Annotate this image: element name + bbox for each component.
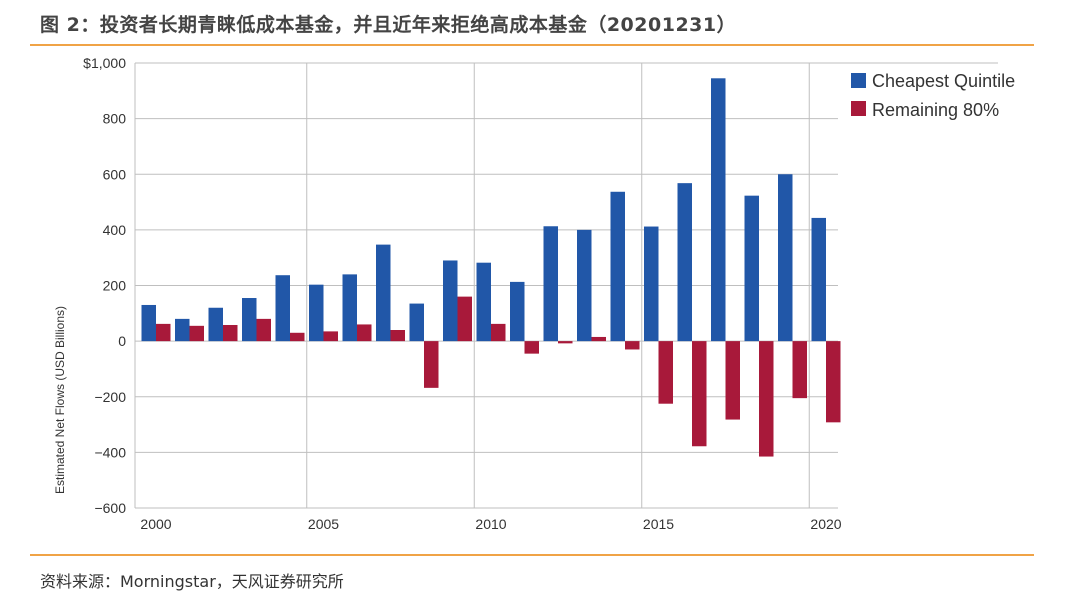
top-divider	[30, 44, 1034, 46]
bar-cheapest-2018	[744, 195, 759, 342]
legend-label-remaining: Remaining 80%	[872, 100, 999, 120]
y-tick-label: 200	[103, 278, 127, 294]
bar-cheapest-2011	[510, 281, 525, 342]
bar-remaining-2011	[524, 341, 539, 354]
bar-remaining-2008	[424, 341, 439, 388]
legend: Cheapest Quintile Remaining 80%	[851, 71, 1015, 120]
bar-cheapest-2004	[275, 275, 290, 342]
bar-remaining-2014	[625, 341, 640, 350]
bar-cheapest-2008	[409, 303, 424, 342]
x-axis-tick-labels: 2000 2005 2010 2015 2020	[140, 516, 841, 532]
bar-cheapest-2016	[677, 183, 692, 342]
bar-remaining-2002	[223, 324, 238, 342]
bar-cheapest-2003	[242, 298, 257, 342]
bar-remaining-2001	[189, 325, 204, 342]
y-tick-label: 800	[103, 111, 127, 127]
x-tick-label: 2010	[475, 516, 506, 532]
y-tick-label: −400	[94, 444, 126, 460]
source-note: 资料来源：Morningstar，天风证券研究所	[40, 572, 344, 591]
legend-swatch-remaining	[851, 101, 866, 116]
bar-remaining-2019	[792, 341, 807, 399]
bar-remaining-2006	[357, 324, 372, 342]
bar-cheapest-2005	[309, 284, 324, 342]
x-tick-label: 2000	[140, 516, 171, 532]
bar-remaining-2020	[826, 341, 841, 423]
bar-remaining-2017	[725, 341, 740, 420]
bar-remaining-2009	[457, 296, 472, 342]
bar-cheapest-2019	[778, 174, 793, 342]
y-tick-label: −200	[94, 389, 126, 405]
bar-cheapest-2015	[644, 226, 659, 342]
bar-cheapest-2010	[476, 262, 491, 342]
bar-remaining-2010	[491, 323, 506, 342]
bar-cheapest-2020	[811, 217, 826, 342]
figure-title: 图 2：投资者长期青睐低成本基金，并且近年来拒绝高成本基金（20201231）	[40, 14, 737, 36]
bar-cheapest-2006	[342, 274, 357, 342]
bar-cheapest-2007	[376, 244, 391, 342]
bar-remaining-2015	[658, 341, 673, 404]
y-tick-label: −600	[94, 500, 126, 516]
bar-cheapest-2012	[543, 226, 558, 342]
y-tick-label: $1,000	[83, 55, 126, 71]
bar-cheapest-2002	[208, 307, 223, 342]
legend-label-cheapest: Cheapest Quintile	[872, 71, 1015, 91]
bar-remaining-2000	[156, 323, 171, 342]
bar-cheapest-2001	[175, 318, 190, 342]
bar-cheapest-2000	[141, 304, 156, 342]
x-tick-label: 2020	[810, 516, 841, 532]
x-tick-label: 2015	[643, 516, 674, 532]
bar-remaining-2007	[390, 330, 405, 342]
bar-cheapest-2014	[610, 191, 625, 342]
bar-cheapest-2017	[711, 78, 726, 342]
y-tick-label: 0	[118, 333, 126, 349]
bottom-divider	[30, 554, 1034, 556]
bar-remaining-2016	[692, 341, 707, 447]
y-axis-label: Estimated Net Flows (USD Billions)	[53, 306, 67, 494]
y-tick-label: 600	[103, 166, 127, 182]
bar-remaining-2018	[759, 341, 774, 457]
bar-cheapest-2009	[443, 260, 458, 342]
bar-remaining-2005	[323, 331, 338, 342]
grid-lines	[134, 62, 998, 509]
bar-remaining-2003	[256, 318, 271, 342]
bar-cheapest-2013	[577, 229, 592, 342]
y-axis-tick-labels: $1,000 800 600 400 200 0 −200 −400 −600	[83, 55, 126, 516]
bar-remaining-2012	[558, 341, 573, 344]
x-tick-label: 2005	[308, 516, 339, 532]
y-tick-label: 400	[103, 222, 127, 238]
bar-remaining-2013	[591, 336, 606, 342]
bar-remaining-2004	[290, 332, 305, 342]
legend-swatch-cheapest	[851, 73, 866, 88]
bars	[141, 78, 841, 457]
